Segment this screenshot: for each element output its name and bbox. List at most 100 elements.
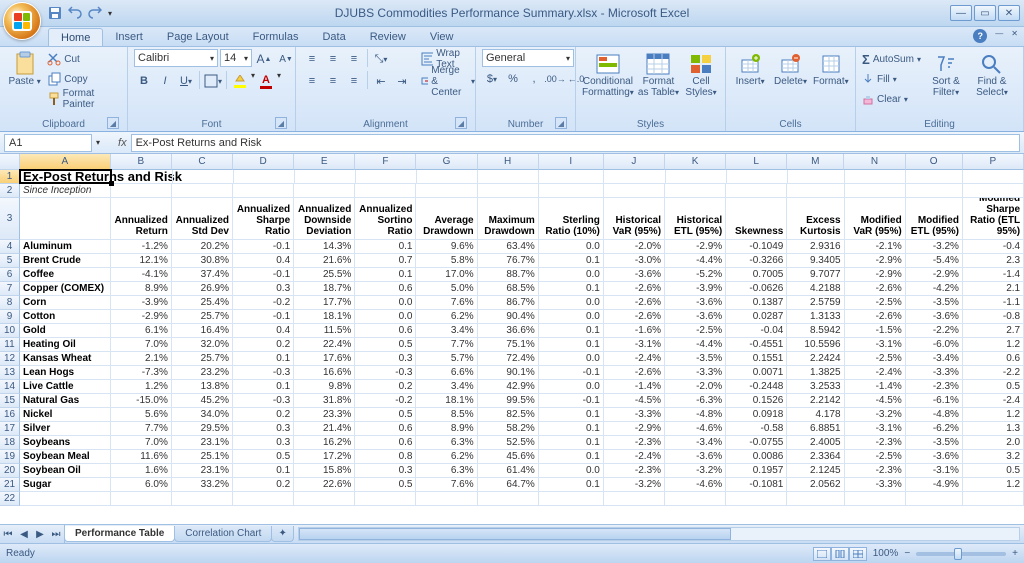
fill-handle[interactable]: [109, 181, 114, 186]
cell[interactable]: -3.4%: [665, 436, 726, 450]
cell[interactable]: 0.6: [963, 352, 1024, 366]
cell[interactable]: [172, 492, 233, 506]
cell[interactable]: -0.1: [233, 240, 294, 254]
cell[interactable]: 6.6%: [416, 366, 477, 380]
paste-button[interactable]: Paste ▾: [6, 49, 43, 88]
zoom-slider[interactable]: [916, 552, 1006, 556]
cell[interactable]: -2.9%: [111, 310, 172, 324]
cell[interactable]: 0.0: [539, 380, 604, 394]
cells-grid[interactable]: Ex-Post Returns and RiskSince InceptionA…: [20, 170, 1024, 524]
cell[interactable]: [111, 184, 172, 198]
cell[interactable]: -2.9%: [845, 268, 906, 282]
cell[interactable]: 82.5%: [478, 408, 539, 422]
cell[interactable]: 88.7%: [478, 268, 539, 282]
cell[interactable]: 0.2: [233, 408, 294, 422]
ribbon-tab-page-layout[interactable]: Page Layout: [155, 28, 241, 46]
cell[interactable]: [788, 170, 845, 184]
cell[interactable]: Natural Gas: [20, 394, 111, 408]
cell[interactable]: -4.8%: [906, 408, 963, 422]
row-header[interactable]: 21: [0, 478, 20, 492]
cell[interactable]: Annualized Sortino Ratio: [355, 198, 416, 240]
cell[interactable]: -1.4%: [845, 380, 906, 394]
col-header[interactable]: G: [416, 154, 477, 170]
undo-icon[interactable]: [68, 6, 82, 20]
cell[interactable]: -2.3%: [845, 464, 906, 478]
fill-button[interactable]: Fill▾: [862, 69, 921, 89]
cell[interactable]: -2.4%: [604, 450, 665, 464]
cell[interactable]: Copper (COMEX): [20, 282, 111, 296]
cell[interactable]: [906, 170, 963, 184]
cell[interactable]: -3.0%: [604, 254, 665, 268]
cell[interactable]: 76.7%: [478, 254, 539, 268]
cell[interactable]: 2.2424: [787, 352, 844, 366]
inc-decimal-button[interactable]: .00→: [545, 69, 565, 89]
cell[interactable]: [963, 492, 1024, 506]
cell[interactable]: -5.2%: [665, 268, 726, 282]
cell[interactable]: -3.3%: [906, 366, 963, 380]
cell[interactable]: 11.5%: [294, 324, 355, 338]
cell[interactable]: [355, 492, 416, 506]
cell[interactable]: [906, 184, 963, 198]
cell[interactable]: 1.2: [963, 478, 1024, 492]
cell[interactable]: [111, 492, 172, 506]
cell[interactable]: 6.3%: [416, 436, 477, 450]
cell[interactable]: -0.1049: [726, 240, 787, 254]
column-headers[interactable]: ABCDEFGHIJKLMNOP: [20, 154, 1024, 170]
cell[interactable]: -0.1: [539, 366, 604, 380]
cell[interactable]: 16.4%: [172, 324, 233, 338]
shrink-font-button[interactable]: A▼: [276, 49, 296, 69]
row-header[interactable]: 19: [0, 450, 20, 464]
cell[interactable]: 1.6%: [111, 464, 172, 478]
cell[interactable]: 1.2: [963, 408, 1024, 422]
row-header[interactable]: 12: [0, 352, 20, 366]
cell[interactable]: -3.5%: [906, 296, 963, 310]
cell[interactable]: -2.5%: [845, 450, 906, 464]
cell[interactable]: 0.1: [539, 324, 604, 338]
col-header[interactable]: N: [844, 154, 905, 170]
cell[interactable]: -0.3: [355, 366, 416, 380]
cell[interactable]: 2.1%: [111, 352, 172, 366]
cell[interactable]: 45.6%: [478, 450, 539, 464]
cell[interactable]: 14.3%: [294, 240, 355, 254]
cell[interactable]: -6.1%: [906, 394, 963, 408]
cell[interactable]: -3.1%: [906, 464, 963, 478]
cell[interactable]: 0.6: [355, 422, 416, 436]
cell[interactable]: -1.2%: [111, 240, 172, 254]
cell-styles-button[interactable]: Cell Styles▾: [683, 49, 719, 98]
cell[interactable]: 0.4: [233, 254, 294, 268]
cell[interactable]: 1.3: [963, 422, 1024, 436]
col-header[interactable]: B: [111, 154, 172, 170]
cell[interactable]: 18.1%: [294, 310, 355, 324]
cell[interactable]: Soybeans: [20, 436, 111, 450]
cell[interactable]: [233, 492, 294, 506]
cell[interactable]: 0.1: [355, 240, 416, 254]
cell[interactable]: [539, 170, 604, 184]
align-center-button[interactable]: ≡: [323, 71, 343, 91]
cell[interactable]: -4.5%: [845, 394, 906, 408]
comma-button[interactable]: ,: [524, 69, 544, 89]
cell[interactable]: [539, 492, 604, 506]
col-header[interactable]: A: [20, 154, 111, 170]
cell[interactable]: 2.3: [963, 254, 1024, 268]
zoom-in-button[interactable]: +: [1012, 548, 1018, 559]
cell[interactable]: 21.4%: [294, 422, 355, 436]
cell[interactable]: Nickel: [20, 408, 111, 422]
cell[interactable]: -2.5%: [845, 296, 906, 310]
row-header[interactable]: 2: [0, 184, 20, 198]
cell[interactable]: 0.6: [355, 282, 416, 296]
row-header[interactable]: 8: [0, 296, 20, 310]
clipboard-launcher[interactable]: ◢: [107, 117, 119, 129]
cell[interactable]: -1.4%: [604, 380, 665, 394]
cell[interactable]: 8.9%: [111, 282, 172, 296]
cell[interactable]: 61.4%: [478, 464, 539, 478]
cell[interactable]: 0.0: [539, 352, 604, 366]
cell[interactable]: 0.3: [355, 464, 416, 478]
name-box[interactable]: A1: [4, 134, 92, 152]
cell[interactable]: Live Cattle: [20, 380, 111, 394]
cell[interactable]: 6.0%: [111, 478, 172, 492]
cell[interactable]: -1.1: [963, 296, 1024, 310]
cell[interactable]: -0.0626: [726, 282, 787, 296]
cell[interactable]: 6.1%: [111, 324, 172, 338]
cell[interactable]: [845, 170, 906, 184]
cell[interactable]: Annualized Return: [111, 198, 172, 240]
